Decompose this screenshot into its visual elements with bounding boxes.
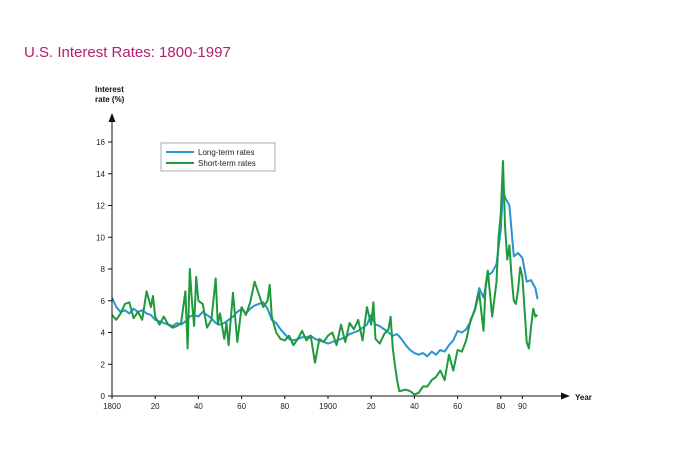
- y-tick-label: 8: [101, 265, 106, 274]
- x-tick-label: 60: [237, 402, 246, 411]
- y-tick-label: 2: [101, 360, 106, 369]
- x-tick-label: 40: [410, 402, 419, 411]
- x-tick-label: 20: [367, 402, 376, 411]
- series-line-short-term: [111, 160, 539, 396]
- legend: Long-term rates Short-term rates: [160, 142, 276, 172]
- series-layer: [111, 160, 539, 396]
- y-tick-label: 10: [96, 233, 105, 242]
- legend-box: [160, 142, 276, 172]
- y-tick-label: 6: [101, 297, 106, 306]
- x-axis-arrow-icon: [561, 392, 570, 400]
- x-tick-label: 60: [453, 402, 462, 411]
- y-tick-label: 16: [96, 138, 105, 147]
- legend-label-long-term: Long-term rates: [198, 148, 254, 157]
- y-tick-label: 12: [96, 202, 105, 211]
- x-tick-label: 80: [496, 402, 505, 411]
- x-tick-label: 80: [280, 402, 289, 411]
- x-tick-label: 40: [194, 402, 203, 411]
- y-axis-arrow-icon: [108, 113, 116, 122]
- legend-label-short-term: Short-term rates: [198, 159, 256, 168]
- x-axis-ticks: 1800 20 40 60 80 1900 20 40 60 80 90: [103, 396, 527, 411]
- y-axis-label-line1: Interest: [95, 85, 124, 94]
- y-axis-ticks: 0 2 4 6 8 10 12 14 16: [96, 138, 112, 401]
- y-axis-label-line2: rate (%): [95, 95, 125, 104]
- chart-title: U.S. Interest Rates: 1800-1997: [24, 44, 231, 61]
- x-tick-label: 1900: [319, 402, 337, 411]
- x-tick-label: 90: [518, 402, 527, 411]
- series-line-long-term: [111, 188, 539, 358]
- x-tick-label: 1800: [103, 402, 121, 411]
- x-tick-label: 20: [151, 402, 160, 411]
- x-axis-label: Year: [575, 393, 592, 402]
- y-tick-label: 14: [96, 170, 105, 179]
- y-tick-label: 4: [101, 329, 106, 338]
- y-tick-label: 0: [101, 392, 106, 401]
